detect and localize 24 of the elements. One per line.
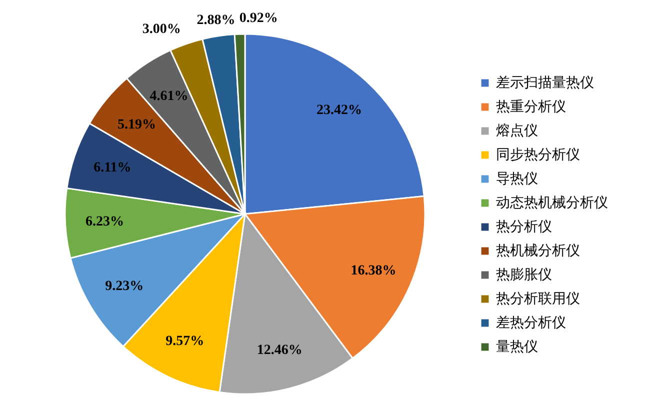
data-label: 2.88% bbox=[196, 13, 236, 28]
legend-label: 热膨胀仪 bbox=[496, 267, 552, 283]
data-label: 4.61% bbox=[150, 88, 188, 104]
legend-label: 差热分析仪 bbox=[496, 315, 566, 331]
data-label: 23.42% bbox=[316, 102, 362, 118]
data-label: 5.19% bbox=[118, 118, 156, 133]
data-label: 12.46% bbox=[256, 343, 302, 358]
data-label: 6.23% bbox=[86, 214, 124, 230]
legend-label: 熔点仪 bbox=[496, 123, 538, 139]
legend-label: 差示扫描量热仪 bbox=[496, 75, 594, 91]
data-label: 3.00% bbox=[142, 22, 181, 37]
data-label: 9.57% bbox=[166, 334, 204, 349]
legend-label: 量热仪 bbox=[496, 339, 538, 355]
legend-label: 导热仪 bbox=[496, 171, 538, 187]
data-label: 0.92% bbox=[239, 11, 278, 26]
data-label: 6.11% bbox=[94, 160, 132, 176]
legend-label: 动态热机械分析仪 bbox=[496, 195, 608, 211]
data-label: 16.38% bbox=[350, 264, 396, 279]
data-label: 9.23% bbox=[105, 278, 144, 294]
legend-label: 热分析联用仪 bbox=[496, 291, 580, 307]
legend-label: 热分析仪 bbox=[496, 219, 552, 235]
legend-label: 同步热分析仪 bbox=[496, 147, 580, 163]
legend-label: 热机械分析仪 bbox=[496, 243, 580, 259]
legend-label: 热重分析仪 bbox=[496, 99, 566, 115]
